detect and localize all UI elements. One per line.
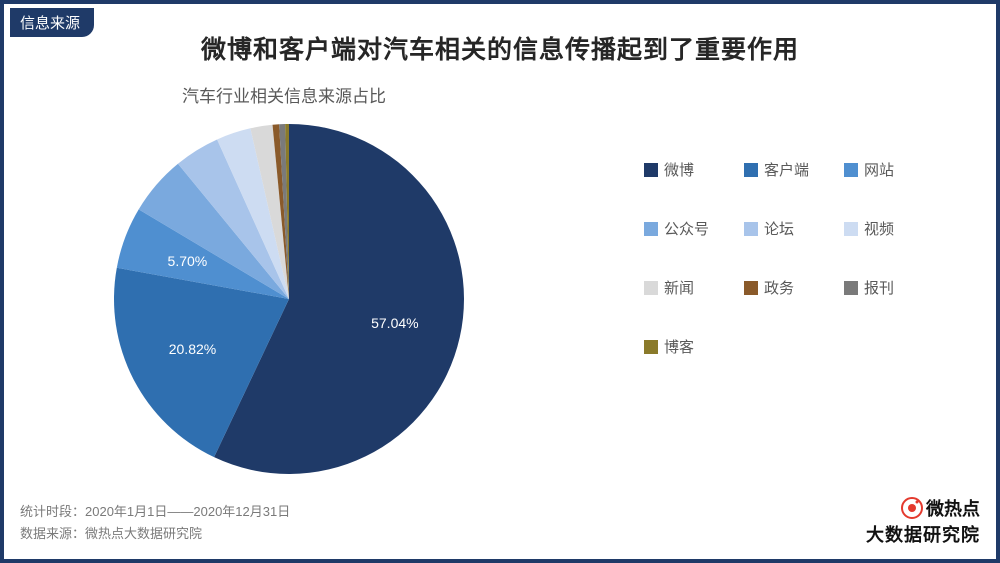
- legend-item: 网站: [844, 159, 916, 180]
- legend-label: 公众号: [664, 218, 709, 239]
- legend-item: 新闻: [644, 277, 716, 298]
- stat-period: 统计时段：2020年1月1日——2020年12月31日: [20, 501, 290, 523]
- legend-item: 公众号: [644, 218, 716, 239]
- legend-swatch: [844, 163, 858, 177]
- legend-item: 报刊: [844, 277, 916, 298]
- brand-icon: [901, 497, 923, 519]
- brand-line1: 微热点: [866, 495, 980, 521]
- data-source: 数据来源：微热点大数据研究院: [20, 523, 290, 545]
- legend-swatch: [844, 281, 858, 295]
- legend-row: 公众号 论坛 视频: [644, 218, 974, 239]
- legend-item: 视频: [844, 218, 916, 239]
- legend-item: 政务: [744, 277, 816, 298]
- legend-swatch: [644, 281, 658, 295]
- legend-swatch: [744, 222, 758, 236]
- legend-label: 微博: [664, 159, 694, 180]
- legend-item: 论坛: [744, 218, 816, 239]
- pie-slice-label: 20.82%: [169, 341, 216, 357]
- pie-slice-label: 5.70%: [168, 253, 208, 269]
- legend-label: 新闻: [664, 277, 694, 298]
- legend-label: 报刊: [864, 277, 894, 298]
- legend-row: 新闻 政务 报刊: [644, 277, 974, 298]
- pie-slice-label: 57.04%: [371, 315, 418, 331]
- legend-item: 博客: [644, 336, 716, 357]
- legend-row: 微博 客户端 网站: [644, 159, 974, 180]
- legend-swatch: [744, 281, 758, 295]
- legend-swatch: [644, 340, 658, 354]
- chart-subtitle: 汽车行业相关信息来源占比: [4, 82, 564, 107]
- brand-block: 微热点 大数据研究院: [866, 495, 980, 547]
- legend-label: 政务: [764, 277, 794, 298]
- legend-label: 客户端: [764, 159, 809, 180]
- legend-label: 博客: [664, 336, 694, 357]
- chart-frame: 信息来源 微博和客户端对汽车相关的信息传播起到了重要作用 汽车行业相关信息来源占…: [0, 0, 1000, 563]
- brand-name1: 微热点: [926, 495, 980, 521]
- legend-swatch: [844, 222, 858, 236]
- legend-swatch: [644, 163, 658, 177]
- main-title: 微博和客户端对汽车相关的信息传播起到了重要作用: [4, 30, 996, 66]
- legend-swatch: [644, 222, 658, 236]
- legend-label: 网站: [864, 159, 894, 180]
- legend-swatch: [744, 163, 758, 177]
- legend: 微博 客户端 网站公众号 论坛 视频新闻 政务 报刊博客: [644, 159, 974, 395]
- legend-item: 客户端: [744, 159, 816, 180]
- pie-chart: 57.04% 20.82% 5.70%: [104, 114, 474, 484]
- brand-name2: 大数据研究院: [866, 521, 980, 547]
- legend-item: 微博: [644, 159, 716, 180]
- legend-row: 博客: [644, 336, 974, 357]
- footer-notes: 统计时段：2020年1月1日——2020年12月31日 数据来源：微热点大数据研…: [20, 501, 290, 545]
- legend-label: 论坛: [764, 218, 794, 239]
- legend-label: 视频: [864, 218, 894, 239]
